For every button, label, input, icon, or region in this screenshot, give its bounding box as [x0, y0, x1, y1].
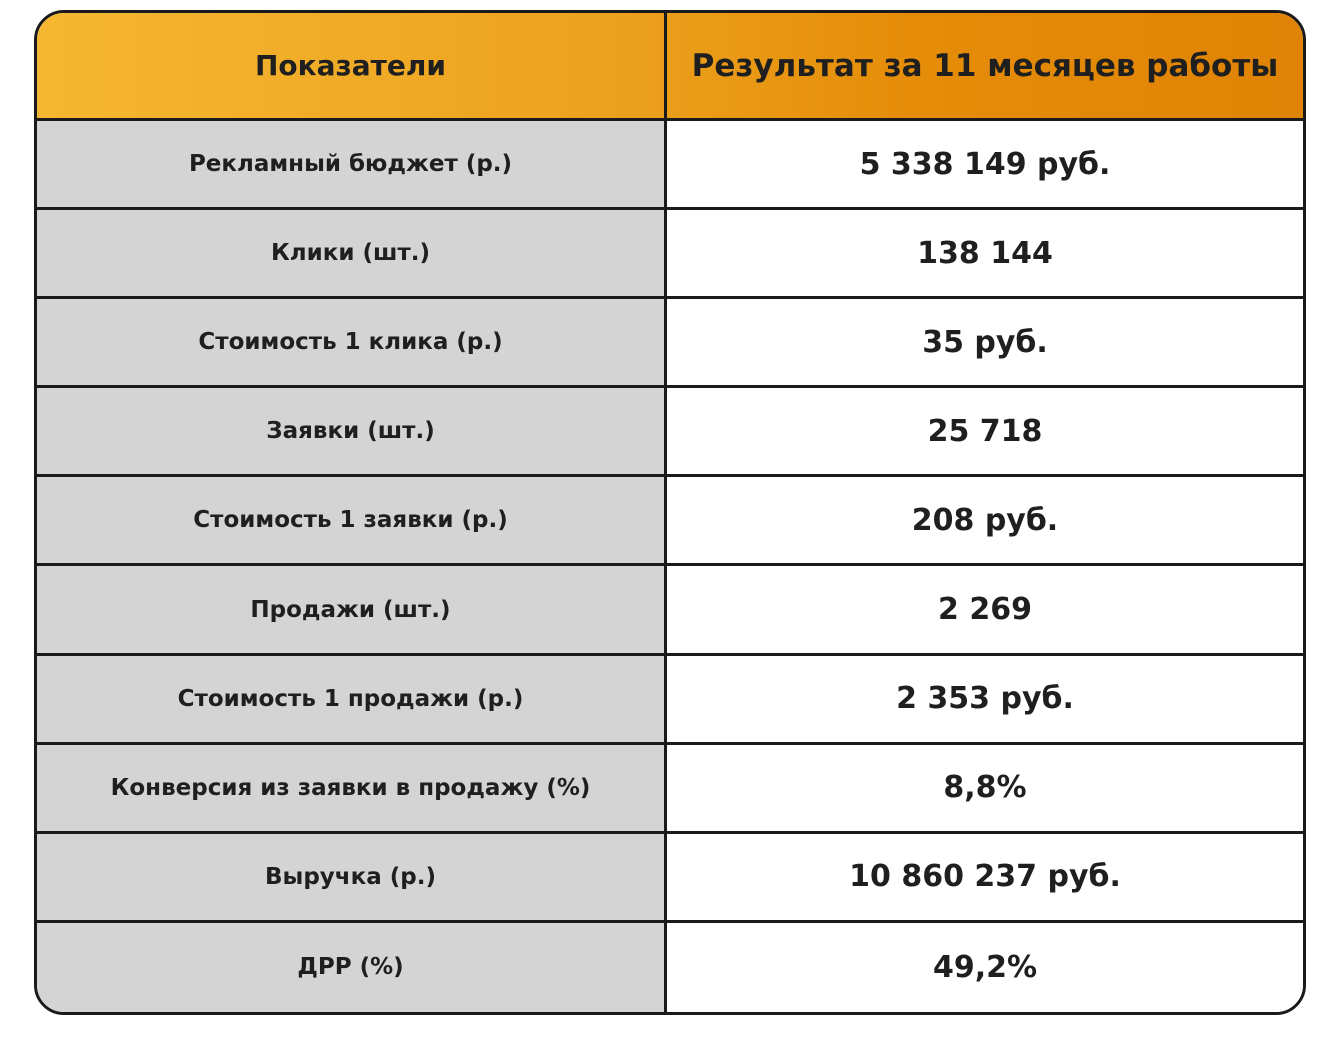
row-value-conversion: 8,8% [667, 744, 1303, 834]
row-label-conversion: Конверсия из заявки в продажу (%) [37, 744, 667, 834]
row-label-clicks: Клики (шт.) [37, 210, 667, 300]
row-value-drr: 49,2% [667, 922, 1303, 1012]
row-value-click-cost: 35 руб. [667, 299, 1303, 389]
row-label-leads: Заявки (шт.) [37, 388, 667, 478]
row-label-drr: ДРР (%) [37, 922, 667, 1012]
row-value-revenue: 10 860 237 руб. [667, 833, 1303, 923]
row-value-budget: 5 338 149 руб. [667, 121, 1303, 211]
header-indicators: Показатели [37, 13, 667, 118]
row-label-revenue: Выручка (р.) [37, 833, 667, 923]
table-grid: Показатели Результат за 11 месяцев работ… [37, 13, 1303, 1012]
header-result: Результат за 11 месяцев работы [691, 47, 1279, 84]
row-value-sale-cost: 2 353 руб. [667, 655, 1303, 745]
row-value-leads: 25 718 [667, 388, 1303, 478]
row-value-lead-cost: 208 руб. [667, 477, 1303, 567]
row-label-sale-cost: Стоимость 1 продажи (р.) [37, 655, 667, 745]
row-label-click-cost: Стоимость 1 клика (р.) [37, 299, 667, 389]
table-header: Показатели Результат за 11 месяцев работ… [37, 13, 1303, 121]
row-value-sales: 2 269 [667, 566, 1303, 656]
row-value-clicks: 138 144 [667, 210, 1303, 300]
row-label-lead-cost: Стоимость 1 заявки (р.) [37, 477, 667, 567]
row-label-sales: Продажи (шт.) [37, 566, 667, 656]
results-table: Показатели Результат за 11 месяцев работ… [34, 10, 1306, 1015]
row-label-budget: Рекламный бюджет (р.) [37, 121, 667, 211]
